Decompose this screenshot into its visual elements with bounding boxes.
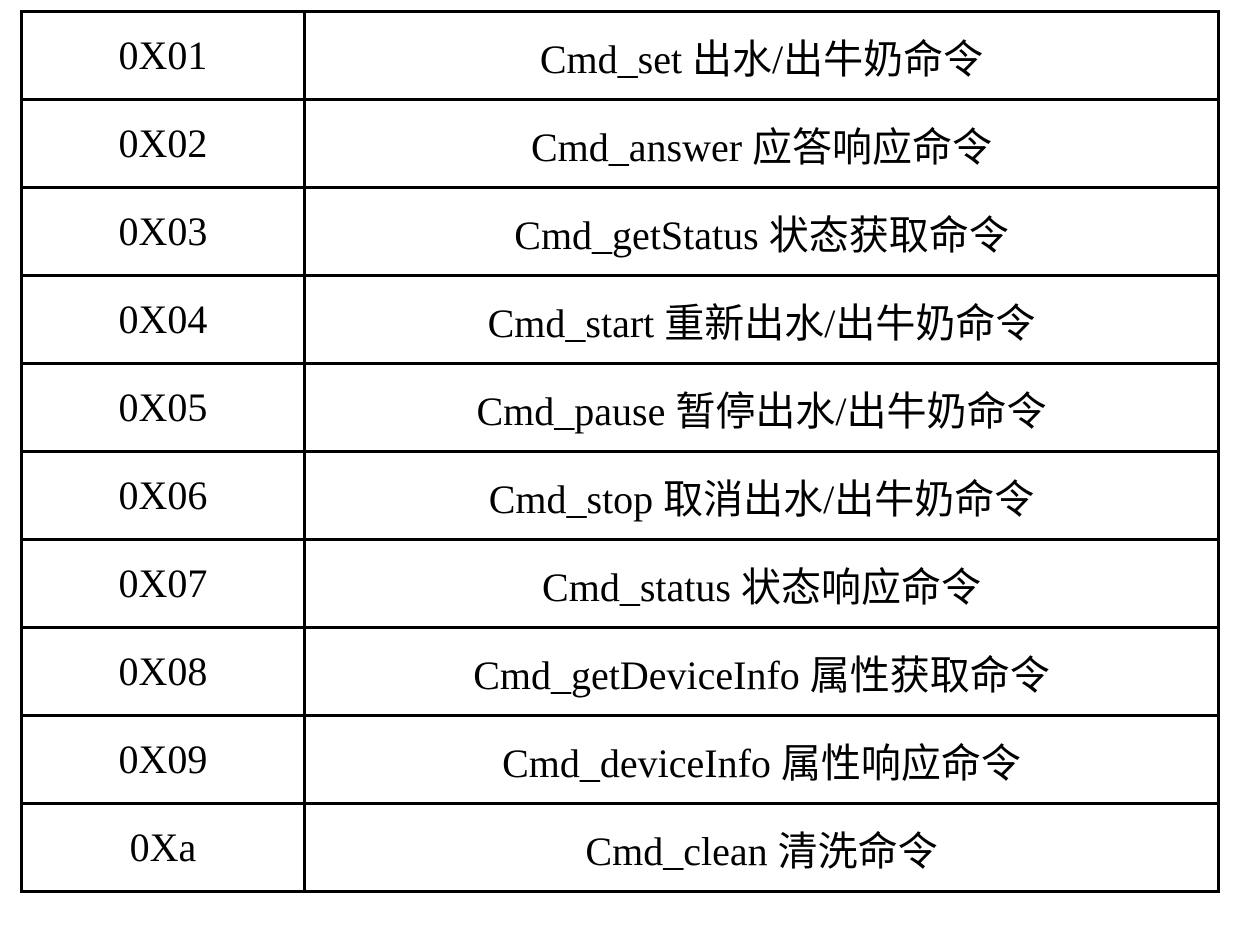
desc-cell: Cmd_status 状态响应命令	[305, 540, 1219, 628]
table-row: 0X03 Cmd_getStatus 状态获取命令	[22, 188, 1219, 276]
code-cell: 0X07	[22, 540, 305, 628]
table-row: 0X04 Cmd_start 重新出水/出牛奶命令	[22, 276, 1219, 364]
table-row: 0Xa Cmd_clean 清洗命令	[22, 804, 1219, 892]
code-cell: 0X06	[22, 452, 305, 540]
desc-cell: Cmd_stop 取消出水/出牛奶命令	[305, 452, 1219, 540]
desc-cell: Cmd_deviceInfo 属性响应命令	[305, 716, 1219, 804]
desc-cell: Cmd_answer 应答响应命令	[305, 100, 1219, 188]
code-cell: 0X02	[22, 100, 305, 188]
code-cell: 0Xa	[22, 804, 305, 892]
code-cell: 0X01	[22, 12, 305, 100]
table-row: 0X05 Cmd_pause 暂停出水/出牛奶命令	[22, 364, 1219, 452]
code-cell: 0X09	[22, 716, 305, 804]
table-row: 0X09 Cmd_deviceInfo 属性响应命令	[22, 716, 1219, 804]
code-cell: 0X05	[22, 364, 305, 452]
code-cell: 0X08	[22, 628, 305, 716]
table-row: 0X07 Cmd_status 状态响应命令	[22, 540, 1219, 628]
desc-cell: Cmd_getDeviceInfo 属性获取命令	[305, 628, 1219, 716]
table-row: 0X08 Cmd_getDeviceInfo 属性获取命令	[22, 628, 1219, 716]
table-row: 0X01 Cmd_set 出水/出牛奶命令	[22, 12, 1219, 100]
desc-cell: Cmd_getStatus 状态获取命令	[305, 188, 1219, 276]
code-cell: 0X03	[22, 188, 305, 276]
table-row: 0X02 Cmd_answer 应答响应命令	[22, 100, 1219, 188]
desc-cell: Cmd_start 重新出水/出牛奶命令	[305, 276, 1219, 364]
table-row: 0X06 Cmd_stop 取消出水/出牛奶命令	[22, 452, 1219, 540]
desc-cell: Cmd_pause 暂停出水/出牛奶命令	[305, 364, 1219, 452]
command-table: 0X01 Cmd_set 出水/出牛奶命令 0X02 Cmd_answer 应答…	[20, 10, 1220, 893]
code-cell: 0X04	[22, 276, 305, 364]
desc-cell: Cmd_set 出水/出牛奶命令	[305, 12, 1219, 100]
command-table-container: 0X01 Cmd_set 出水/出牛奶命令 0X02 Cmd_answer 应答…	[0, 10, 1240, 893]
desc-cell: Cmd_clean 清洗命令	[305, 804, 1219, 892]
